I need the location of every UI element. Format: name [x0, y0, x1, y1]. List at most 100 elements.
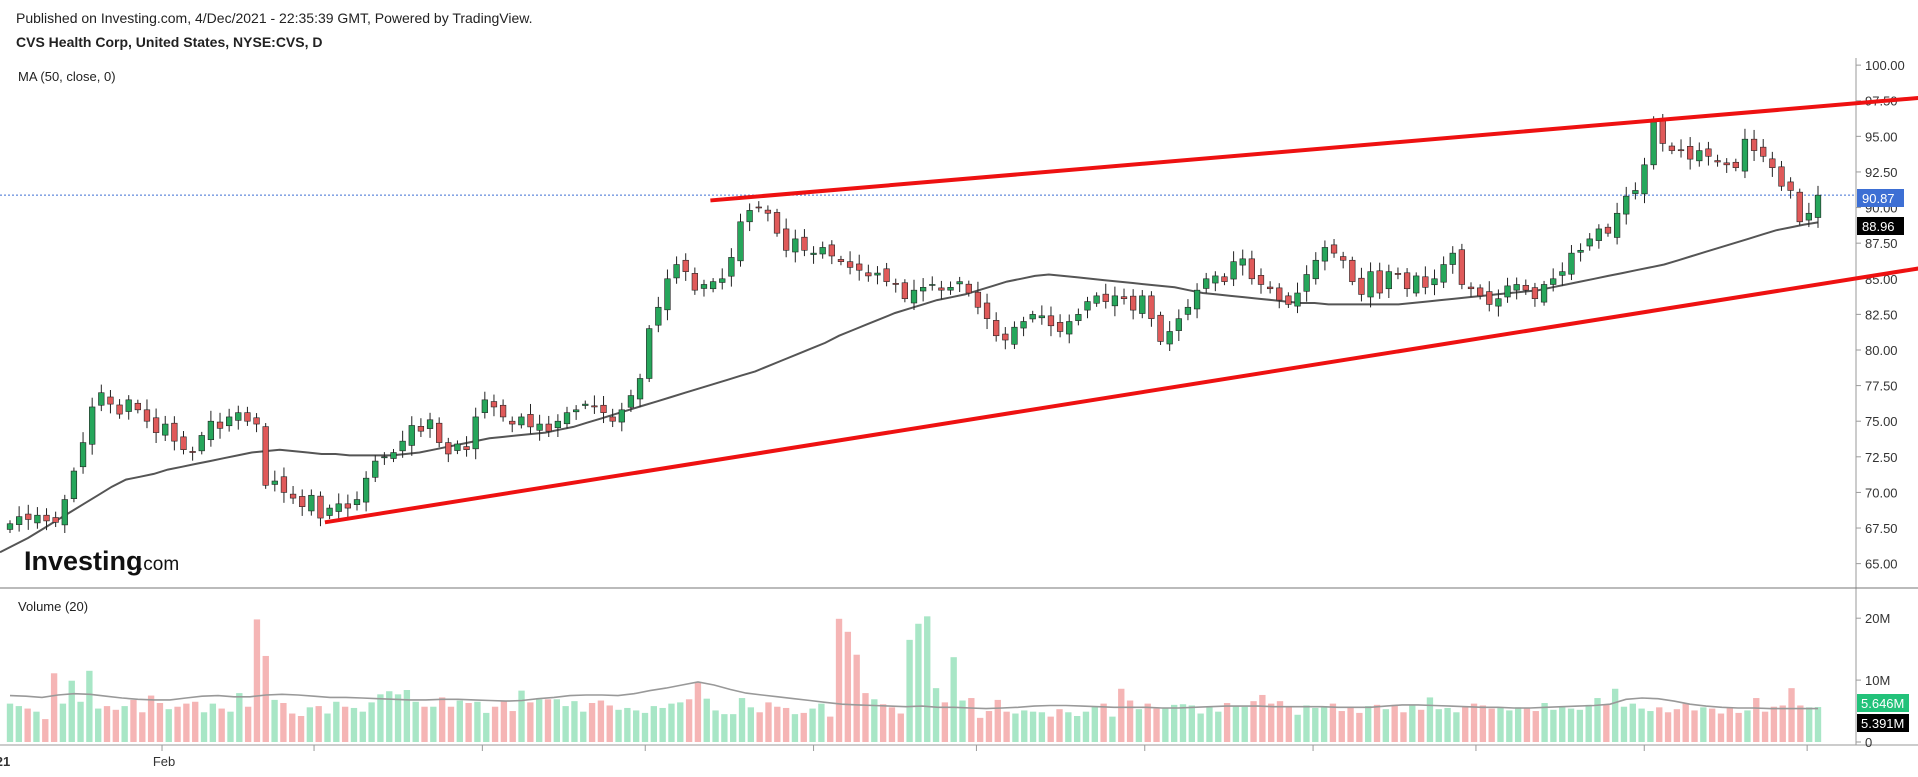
candle-body [61, 499, 68, 526]
candle [783, 218, 790, 258]
candle-body [1221, 276, 1228, 282]
volume-bar [853, 654, 860, 742]
candle [1696, 142, 1703, 167]
candle-body [1796, 191, 1803, 223]
candle [1805, 202, 1812, 228]
investing-logo: Investing .com [24, 546, 179, 576]
candle-body [1623, 195, 1630, 215]
candle-body [308, 494, 315, 512]
candle-body [1486, 291, 1493, 305]
volume-bar [844, 631, 852, 742]
volume-bar [615, 709, 622, 742]
volume-bar [377, 694, 384, 742]
candle-body [445, 442, 452, 455]
candle [171, 416, 178, 451]
volume-bar [359, 711, 366, 742]
volume-bar [994, 699, 1001, 742]
volume-bar [1268, 703, 1275, 742]
volume-bar [580, 711, 587, 742]
candle-body [1440, 264, 1447, 283]
candle [846, 251, 854, 275]
volume-bar [438, 697, 446, 742]
candle [52, 511, 59, 528]
volume-bar [1056, 709, 1063, 742]
time-axis: 2021 Feb [0, 745, 1808, 769]
price-tick-label: 77.50 [1865, 379, 1898, 394]
candle [1367, 262, 1374, 308]
candle [16, 506, 23, 532]
volume-bar [862, 693, 869, 742]
candle [1458, 243, 1466, 290]
candle-body [1787, 181, 1794, 191]
candle-body [993, 320, 1000, 337]
volume-bar [1179, 704, 1187, 742]
candle [381, 452, 388, 465]
volume-bar [694, 682, 702, 742]
candle-body [1321, 247, 1329, 262]
volume-bar [103, 706, 111, 742]
candle-body [472, 416, 479, 450]
candle [1495, 289, 1502, 317]
volume-bar [1100, 703, 1107, 742]
candle [1175, 309, 1182, 342]
candle-body [1066, 321, 1073, 335]
candle [1111, 286, 1119, 317]
candle [1358, 267, 1365, 302]
candle-body [1276, 287, 1283, 301]
candle [107, 390, 114, 414]
price-tick-label: 80.00 [1865, 343, 1898, 358]
candle-body [399, 440, 406, 452]
candle-body [79, 442, 87, 468]
candle-body [1047, 315, 1055, 327]
candle [472, 407, 479, 460]
candle-body [700, 284, 708, 289]
candle-body [372, 460, 379, 478]
candle [728, 248, 735, 287]
volume-bar [871, 699, 878, 742]
candle-body [974, 291, 982, 308]
volume-bar [1647, 711, 1654, 742]
volume-bar [721, 714, 728, 742]
volume-bar [1012, 713, 1019, 742]
candle [34, 507, 41, 529]
candle [61, 494, 68, 534]
candle [1148, 291, 1155, 327]
volume-bar [1726, 707, 1733, 742]
volume-bar [95, 708, 102, 742]
candle-body [344, 503, 351, 509]
volume-bar [1082, 711, 1090, 742]
candle [719, 268, 726, 290]
candle-body [25, 513, 32, 520]
candle [454, 440, 461, 455]
volume-bar [738, 698, 746, 742]
candle-body [390, 452, 397, 459]
candle [1239, 249, 1246, 276]
volume-bar [1488, 708, 1495, 742]
volume-bar [139, 712, 146, 742]
candle [6, 520, 14, 534]
candle [1613, 202, 1621, 245]
candle [627, 389, 635, 412]
candle-body [1814, 194, 1822, 218]
candle-body [527, 414, 534, 428]
volume-bar [553, 699, 560, 742]
volume-bar [483, 712, 490, 742]
volume-bar [1550, 709, 1557, 742]
volume-bar [1223, 703, 1231, 742]
candle [792, 229, 799, 263]
volume-bar [474, 701, 481, 742]
candle-body [801, 236, 808, 251]
volume-bar [244, 706, 252, 742]
candle-body [1577, 249, 1584, 253]
candle-body [1130, 295, 1137, 311]
candle-body [554, 420, 562, 429]
candle [856, 254, 863, 281]
candle [1020, 316, 1027, 337]
volume-bar [1806, 707, 1813, 742]
candle-body [1294, 292, 1301, 307]
candle [98, 384, 105, 412]
candle [755, 201, 762, 213]
volume-bar [1091, 706, 1098, 742]
volume-bar [668, 703, 675, 742]
